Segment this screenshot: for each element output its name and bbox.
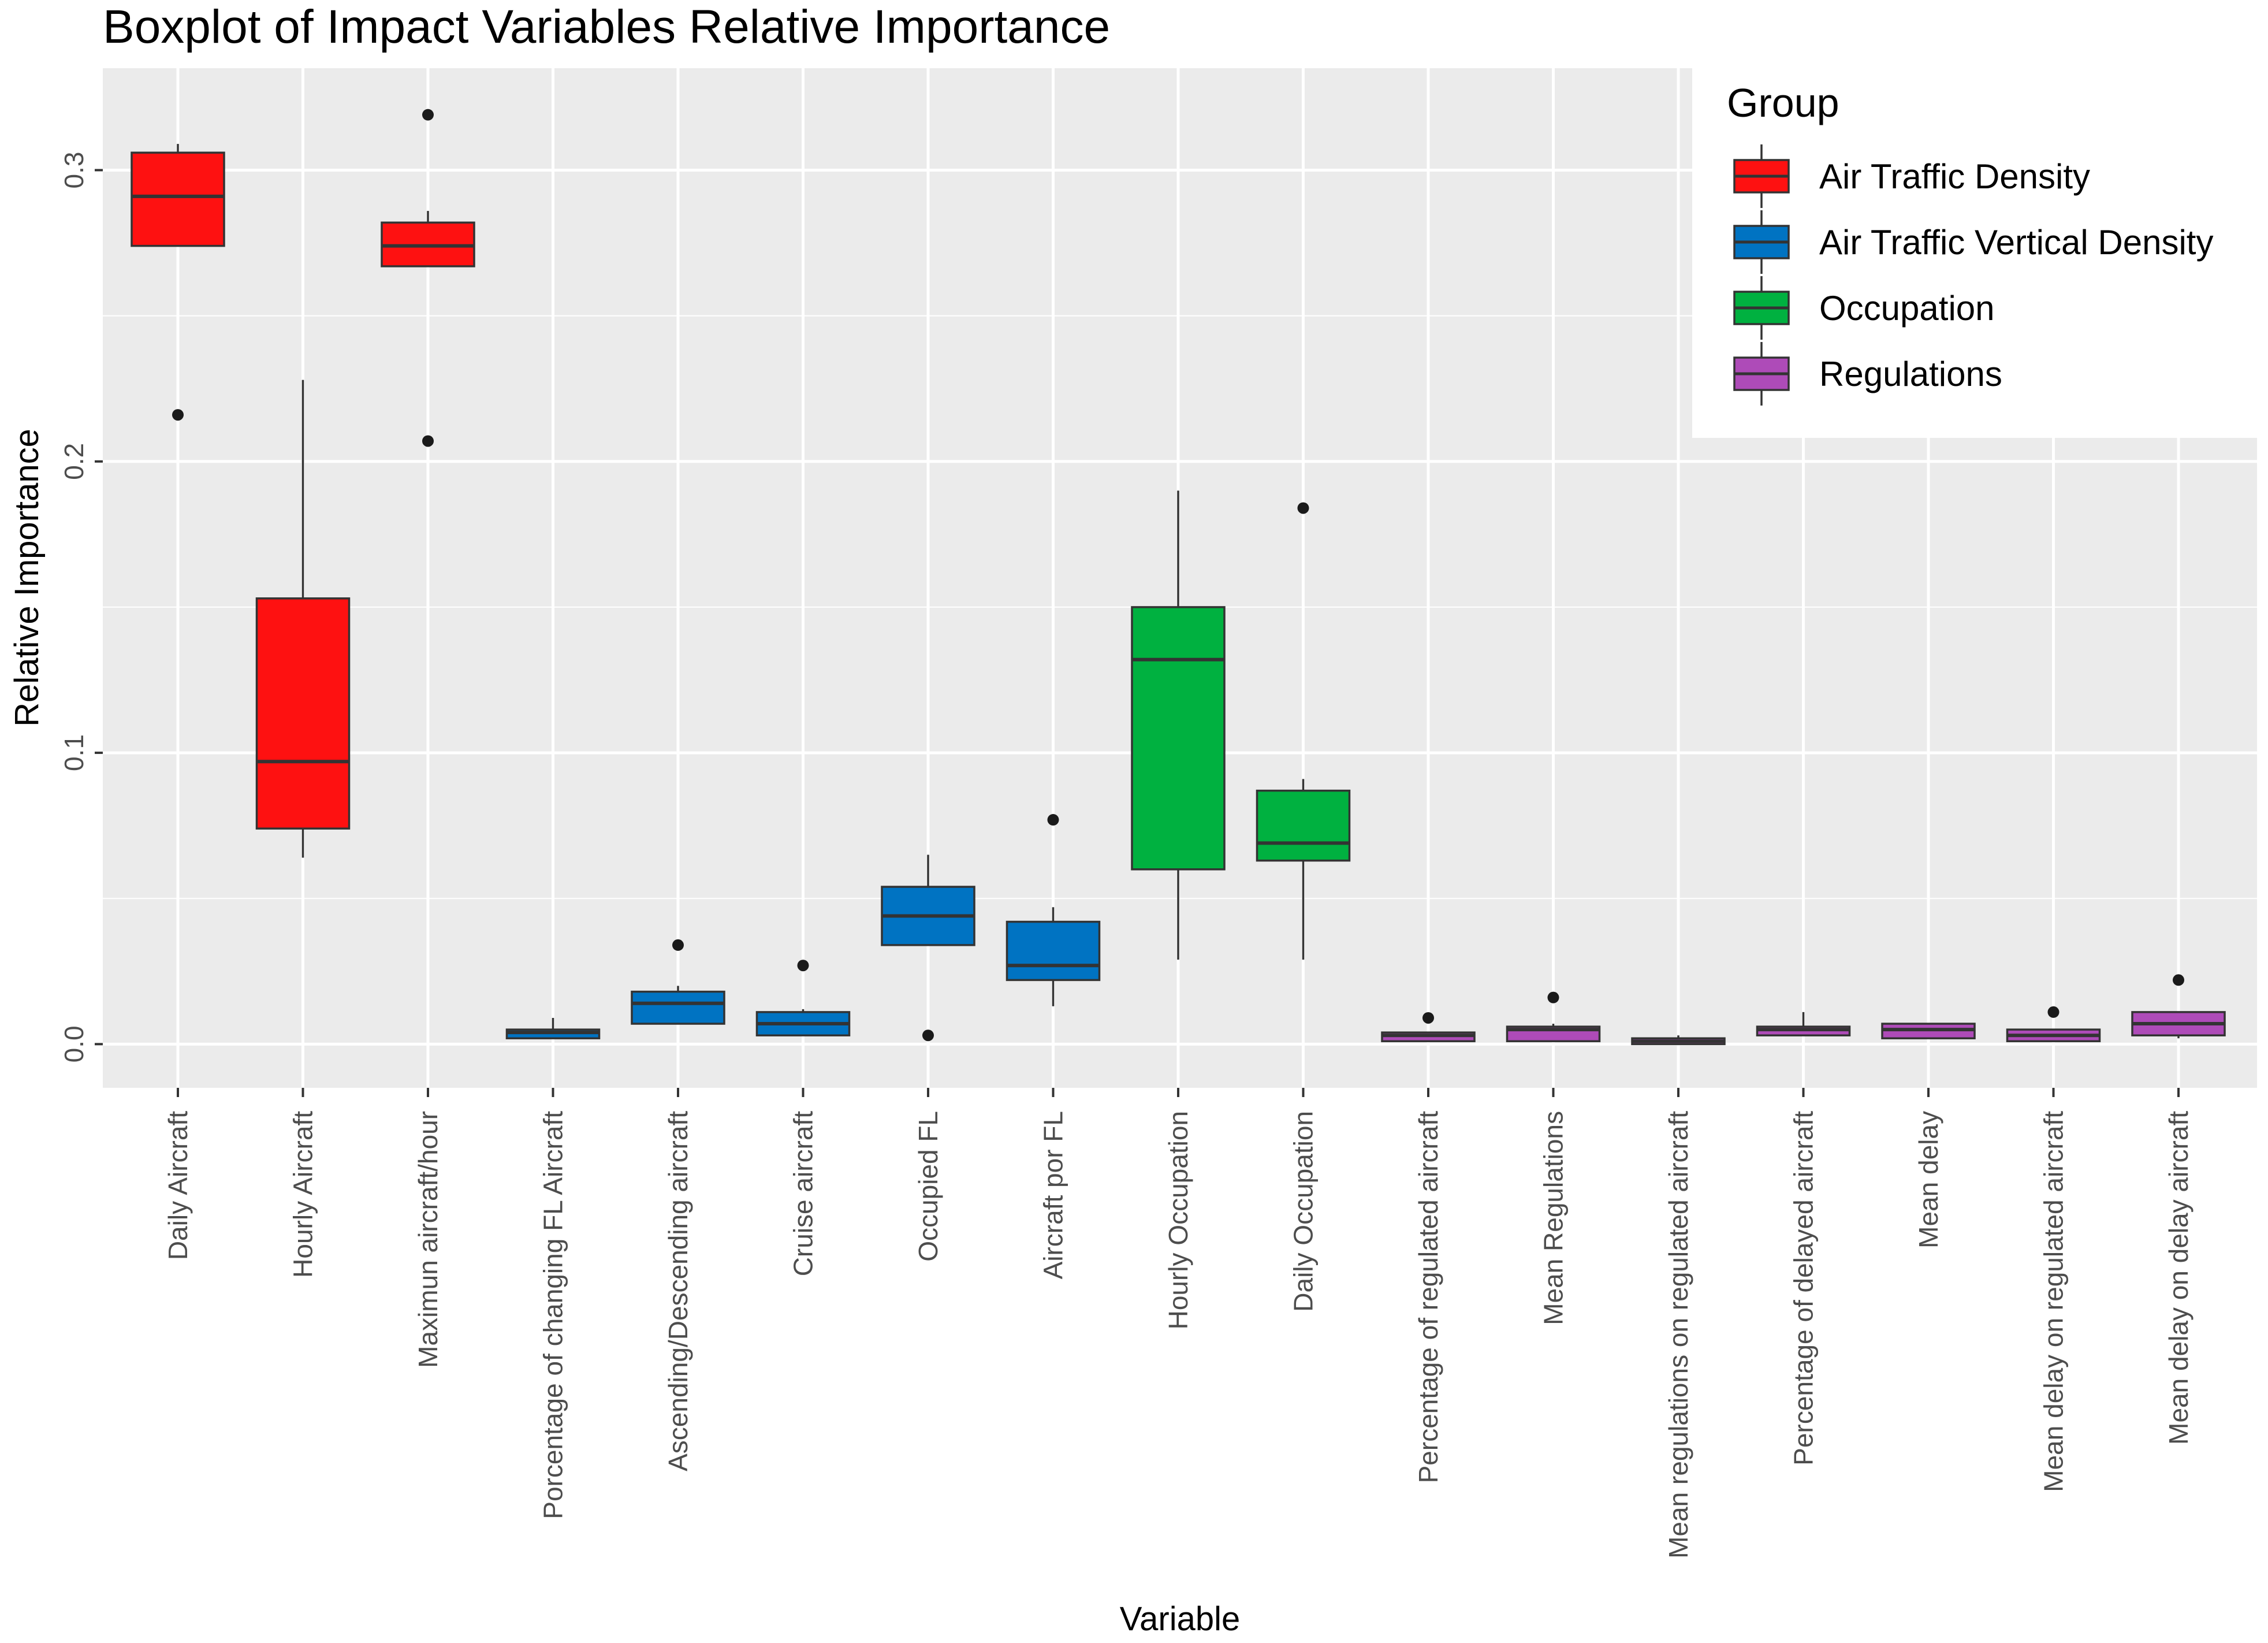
outlier-point <box>1297 502 1309 514</box>
box-14 <box>1756 1012 1851 1036</box>
box-4 <box>505 1017 601 1040</box>
outlier-point <box>672 939 684 951</box>
iqr-box <box>1131 606 1226 871</box>
iqr-box <box>1256 789 1351 862</box>
box-2 <box>255 380 351 858</box>
x-tick-label: Percentage of regulated aircraft <box>1413 1111 1443 1484</box>
iqr-box <box>1005 920 1101 982</box>
x-tick-label: Maximun aircraft/hour <box>413 1111 443 1368</box>
box-11 <box>1381 1012 1476 1043</box>
box-15 <box>1881 1023 1976 1040</box>
x-axis-title: Variable <box>1120 1600 1241 1638</box>
legend: Group Air Traffic Density Air Traffic Ver… <box>1692 68 2257 438</box>
box-13 <box>1631 1035 1726 1046</box>
x-tick-label: Mean delay <box>1913 1111 1943 1248</box>
box-10 <box>1256 502 1351 960</box>
outlier-point <box>422 435 434 447</box>
legend-item: Occupation <box>1733 276 1995 340</box>
outlier-point <box>2047 1006 2060 1018</box>
chart-title: Boxplot of Impact Variables Relative Imp… <box>103 1 1110 53</box>
box-series <box>131 109 2226 1046</box>
iqr-box <box>131 151 225 247</box>
box-5 <box>631 939 725 1025</box>
legend-label: Air Traffic Density <box>1819 157 2090 196</box>
x-tick-label: Mean regulations on regulated aircraft <box>1663 1111 1693 1559</box>
box-6 <box>755 960 851 1036</box>
box-1 <box>131 144 225 421</box>
x-tick-label: Cruise aircraft <box>788 1111 818 1277</box>
x-tick-label: Aircraft por FL <box>1038 1111 1068 1279</box>
outlier-point <box>2173 974 2184 986</box>
x-tick-label: Hourly Occupation <box>1163 1111 1193 1329</box>
y-tick-label: 0.3 <box>59 152 89 189</box>
box-16 <box>2006 1006 2101 1043</box>
y-tick-label: 0.0 <box>59 1025 89 1062</box>
legend-item: Regulations <box>1733 342 2002 406</box>
outlier-point <box>422 109 434 121</box>
y-tick-label: 0.2 <box>59 443 89 480</box>
box-8 <box>1005 814 1101 1006</box>
legend-title: Group <box>1727 80 1839 125</box>
outlier-point <box>922 1029 934 1042</box>
outlier-point <box>1547 991 1559 1003</box>
box-7 <box>881 854 975 1042</box>
iqr-box <box>631 990 725 1025</box>
outlier-point <box>172 409 184 421</box>
x-tick-label: Daily Aircraft <box>163 1111 193 1260</box>
box-12 <box>1506 991 1601 1043</box>
x-tick-label: Mean delay on regulated aircraft <box>2039 1111 2069 1492</box>
y-axis-title: Relative Importance <box>8 429 46 727</box>
legend-label: Regulations <box>1819 355 2002 393</box>
legend-item: Air Traffic Vertical Density <box>1733 210 2213 274</box>
outlier-point <box>1422 1012 1434 1024</box>
box-3 <box>381 109 475 447</box>
legend-label: Occupation <box>1819 289 1995 328</box>
legend-label: Air Traffic Vertical Density <box>1819 223 2213 262</box>
x-tick-label: Mean delay on delay aircraft <box>2163 1111 2193 1445</box>
x-tick-label: Porcentage of changing FL Aircraft <box>538 1111 568 1519</box>
x-tick-label: Daily Occupation <box>1288 1111 1319 1312</box>
y-tick-label: 0.1 <box>59 734 89 771</box>
x-tick-label: Occupied FL <box>913 1111 943 1262</box>
legend-item: Air Traffic Density <box>1733 144 2090 208</box>
box-17 <box>2131 974 2226 1039</box>
outlier-point <box>1047 814 1059 826</box>
x-tick-label: Ascending/Descending aircraft <box>663 1111 693 1471</box>
box-9 <box>1131 490 1226 960</box>
x-axis: Daily Aircraft Hourly Aircraft Maximun air… <box>163 1088 2193 1559</box>
outlier-point <box>797 960 809 972</box>
x-tick-label: Mean Regulations <box>1539 1111 1569 1325</box>
legend-items: Air Traffic Density Air Traffic Vertical … <box>1733 144 2213 406</box>
y-axis: 0.0 0.1 0.2 0.3 <box>59 152 103 1062</box>
x-tick-label: Hourly Aircraft <box>288 1111 318 1278</box>
x-tick-label: Percentage of delayed aircraft <box>1789 1111 1819 1466</box>
iqr-box <box>255 597 351 830</box>
